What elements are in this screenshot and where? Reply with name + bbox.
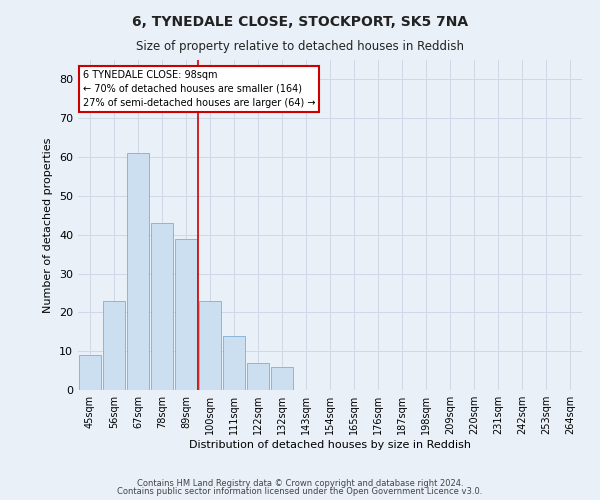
Bar	[151, 223, 173, 390]
Text: Size of property relative to detached houses in Reddish: Size of property relative to detached ho…	[136, 40, 464, 53]
Bar	[175, 238, 197, 390]
Y-axis label: Number of detached properties: Number of detached properties	[43, 138, 53, 312]
Bar	[223, 336, 245, 390]
Bar	[199, 300, 221, 390]
Bar	[247, 363, 269, 390]
Text: 6, TYNEDALE CLOSE, STOCKPORT, SK5 7NA: 6, TYNEDALE CLOSE, STOCKPORT, SK5 7NA	[132, 15, 468, 29]
X-axis label: Distribution of detached houses by size in Reddish: Distribution of detached houses by size …	[189, 440, 471, 450]
Text: Contains HM Land Registry data © Crown copyright and database right 2024.: Contains HM Land Registry data © Crown c…	[137, 478, 463, 488]
Bar	[271, 366, 293, 390]
Bar	[127, 153, 149, 390]
Bar	[79, 355, 101, 390]
Text: Contains public sector information licensed under the Open Government Licence v3: Contains public sector information licen…	[118, 487, 482, 496]
Bar	[103, 300, 125, 390]
Text: 6 TYNEDALE CLOSE: 98sqm
← 70% of detached houses are smaller (164)
27% of semi-d: 6 TYNEDALE CLOSE: 98sqm ← 70% of detache…	[83, 70, 316, 108]
